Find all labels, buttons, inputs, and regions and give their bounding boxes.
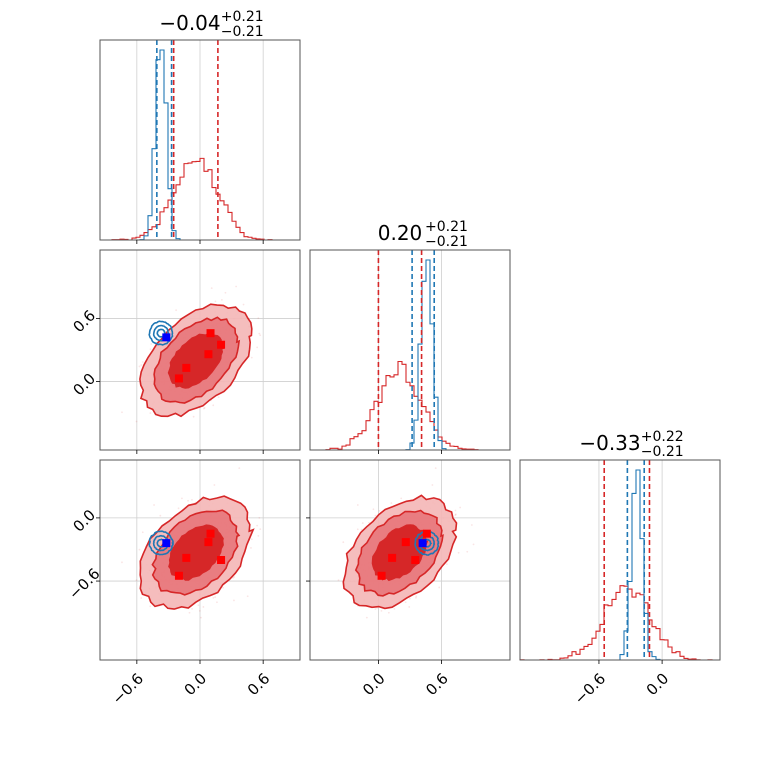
red_marker-marker-3 <box>206 529 215 538</box>
red-histogram-1 <box>100 157 300 241</box>
blue-contour-1 <box>148 320 174 346</box>
red_marker-marker-4 <box>204 350 213 359</box>
diag-panel-1: −0.04 +0.21−0.21 <box>99 9 301 241</box>
red_marker-marker-5 <box>217 340 226 349</box>
panel-title-3: −0.33 <box>579 431 640 455</box>
y-tick-label: 0.0 <box>70 506 100 536</box>
y-tick-label: −0.6 <box>65 565 103 603</box>
panel-title-lower-3: −0.21 <box>641 444 684 460</box>
red_marker-marker-4 <box>204 538 213 547</box>
blue_marker-marker-1 <box>162 539 171 548</box>
red_marker-marker-1 <box>377 571 386 580</box>
x-tick-label: 0.0 <box>359 670 389 700</box>
x-tick-label: 0.6 <box>422 670 452 700</box>
panel-3-2 <box>309 459 511 661</box>
red_marker-marker-1 <box>174 571 183 580</box>
panel-title-1: −0.04 <box>159 11 220 35</box>
red-histogram-2 <box>310 360 510 451</box>
x-tick-label: −0.6 <box>571 670 609 708</box>
panel-title-upper-1: +0.21 <box>221 9 264 25</box>
diag-panel-3: −0.33 +0.22−0.21 <box>519 429 721 661</box>
x-tick-label: −0.6 <box>109 670 147 708</box>
panel-title-upper-2: +0.21 <box>425 219 468 235</box>
panel-frame <box>519 459 721 661</box>
red_marker-marker-3 <box>422 529 431 538</box>
red-contour-3 <box>371 524 429 582</box>
y-tick-label: 0.6 <box>70 306 100 336</box>
diag-panel-2: 0.20 +0.21−0.21 <box>309 219 511 451</box>
blue-contour-1 <box>414 530 440 556</box>
panel-3-1 <box>99 459 301 661</box>
x-tick-label: 0.0 <box>181 670 211 700</box>
red_marker-marker-2 <box>182 363 191 372</box>
panel-title-lower-2: −0.21 <box>425 234 468 250</box>
red-histogram-3 <box>519 585 720 661</box>
blue-histogram-3 <box>520 469 720 661</box>
panel-frame <box>309 459 511 661</box>
blue_marker-marker-1 <box>162 333 171 342</box>
panel-title-2: 0.20 <box>378 221 423 245</box>
panel-2-1 <box>99 249 301 451</box>
panel-title-upper-3: +0.22 <box>641 429 684 445</box>
red_marker-marker-1 <box>174 374 183 383</box>
y-tick-label: 0.0 <box>70 370 100 400</box>
blue-histogram-2 <box>310 259 510 451</box>
red_marker-marker-2 <box>388 553 397 562</box>
x-tick-label: 0.6 <box>244 670 274 700</box>
x-tick-label: 0.0 <box>643 670 673 700</box>
gridlines <box>136 40 264 240</box>
red_marker-marker-2 <box>182 553 191 562</box>
red_marker-marker-5 <box>217 556 226 564</box>
red_marker-marker-5 <box>411 556 420 564</box>
red_marker-marker-3 <box>206 329 215 338</box>
panel-frame <box>309 249 511 451</box>
panel-title-lower-1: −0.21 <box>221 24 264 40</box>
red_marker-marker-4 <box>401 538 410 547</box>
blue-contour-2 <box>152 534 170 552</box>
gridlines <box>598 460 663 660</box>
gridlines <box>378 250 442 450</box>
blue-contour-1 <box>148 530 174 556</box>
blue_marker-marker-1 <box>418 539 427 548</box>
